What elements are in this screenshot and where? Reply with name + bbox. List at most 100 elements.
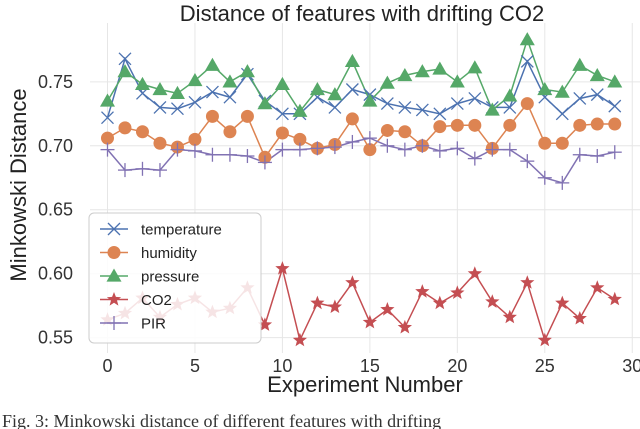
- data-point-pressure: [397, 67, 413, 82]
- data-point-pressure: [239, 64, 255, 78]
- data-point-humidity: [573, 118, 587, 132]
- data-point-temperature: [153, 100, 167, 114]
- data-point-temperature: [433, 107, 447, 121]
- data-point-pressure: [379, 75, 395, 89]
- data-point-temperature: [118, 52, 132, 66]
- data-point-pressure: [449, 74, 465, 88]
- data-point-temperature-stroke: [223, 90, 237, 104]
- data-point-pir: [187, 143, 202, 158]
- data-point-pressure: [467, 60, 483, 74]
- data-point-temperature: [608, 99, 622, 113]
- data-point-humidity: [223, 125, 237, 139]
- legend-label-pressure: pressure: [141, 269, 199, 286]
- data-point-temperature-stroke: [205, 85, 219, 99]
- data-point-temperature-stroke: [450, 97, 464, 111]
- data-point-pressure: [519, 32, 535, 46]
- data-point-pressure: [257, 96, 273, 110]
- legend-label-pir: PIR: [141, 316, 166, 333]
- data-point-temperature: [450, 97, 464, 111]
- data-point-humidity: [468, 118, 482, 132]
- data-point-humidity: [503, 118, 517, 132]
- data-point-pressure: [344, 53, 360, 67]
- data-point-co2: [327, 299, 342, 313]
- data-point-pir: [310, 141, 325, 156]
- data-point-humidity: [205, 109, 219, 123]
- data-point-humidity: [153, 136, 167, 150]
- data-point-temperature: [415, 103, 429, 117]
- y-tick-label: 0.75: [38, 72, 73, 92]
- data-point-co2: [310, 295, 325, 310]
- series-line-temperature: [106, 56, 616, 118]
- y-tick-label: 0.65: [38, 200, 73, 220]
- data-point-pir: [502, 142, 517, 157]
- data-point-co2: [432, 295, 447, 310]
- data-point-temperature-stroke: [573, 92, 587, 105]
- data-point-co2: [345, 275, 360, 289]
- data-point-temperature-stroke: [345, 83, 359, 96]
- legend-label-humidity: humidity: [141, 245, 197, 262]
- data-point-co2: [450, 285, 465, 299]
- data-point-temperature-stroke: [555, 107, 569, 121]
- data-point-co2: [555, 295, 570, 310]
- data-point-temperature: [223, 90, 237, 104]
- data-point-temperature-stroke: [118, 52, 132, 66]
- data-point-humidity: [520, 97, 534, 111]
- data-point-pir: [362, 131, 377, 146]
- data-point-humidity: [345, 112, 359, 126]
- data-point-humidity: [188, 132, 202, 146]
- data-point-humidity: [293, 132, 307, 146]
- data-point-co2: [380, 302, 395, 316]
- data-point-pir: [152, 163, 167, 178]
- data-point-temperature: [328, 100, 342, 114]
- x-tick-label: 25: [535, 356, 555, 376]
- data-point-pir: [590, 149, 605, 164]
- data-point-temperature: [398, 100, 412, 114]
- data-point-temperature-stroke: [433, 107, 447, 121]
- data-point-temperature: [520, 54, 534, 68]
- data-point-humidity: [363, 143, 377, 157]
- data-point-pressure: [414, 64, 430, 78]
- y-tick-label: 0.70: [38, 136, 73, 156]
- data-point-pir: [170, 142, 185, 157]
- data-point-temperature-stroke: [101, 111, 114, 125]
- data-point-temperature: [503, 100, 517, 114]
- data-point-pir: [485, 142, 500, 157]
- data-point-pir: [100, 142, 115, 157]
- legend-marker-pir: [107, 316, 121, 330]
- data-point-temperature-stroke: [328, 100, 342, 114]
- data-point-pir: [397, 142, 412, 157]
- x-tick-label: 0: [102, 356, 112, 376]
- data-point-temperature-stroke: [608, 99, 622, 113]
- data-point-co2: [607, 291, 622, 306]
- legend-frame: [88, 212, 262, 344]
- data-point-temperature-stroke: [503, 100, 517, 114]
- data-point-co2: [467, 266, 482, 280]
- data-point-humidity: [100, 131, 114, 145]
- data-point-co2: [397, 319, 412, 334]
- data-point-humidity: [590, 117, 604, 131]
- series-markers: [99, 32, 623, 347]
- data-point-co2: [485, 294, 500, 308]
- data-point-co2: [537, 332, 552, 347]
- data-point-co2: [362, 314, 377, 329]
- data-point-temperature: [171, 102, 184, 116]
- data-point-temperature-stroke: [398, 100, 412, 114]
- data-point-pressure: [607, 74, 623, 88]
- data-point-pressure: [537, 82, 553, 96]
- figure-caption: Fig. 3: Minkowski distance of different …: [2, 411, 441, 429]
- data-point-temperature-stroke: [171, 102, 184, 116]
- data-point-pir: [240, 149, 255, 164]
- data-point-pressure: [309, 82, 325, 96]
- data-point-co2: [292, 332, 307, 347]
- data-point-temperature-stroke: [380, 97, 394, 111]
- data-point-pressure: [99, 93, 115, 107]
- legend-marker-humidity: [107, 246, 121, 259]
- data-point-temperature-stroke: [468, 92, 482, 105]
- data-point-co2: [520, 275, 535, 289]
- data-point-temperature: [345, 83, 359, 96]
- data-point-temperature: [275, 107, 289, 121]
- tick-labels: 0 5 10 15 20 25 30 0.55 0.60 0.65 0.70 0.75: [38, 72, 640, 376]
- data-point-temperature-stroke: [188, 95, 202, 109]
- x-tick-label: 10: [272, 356, 292, 376]
